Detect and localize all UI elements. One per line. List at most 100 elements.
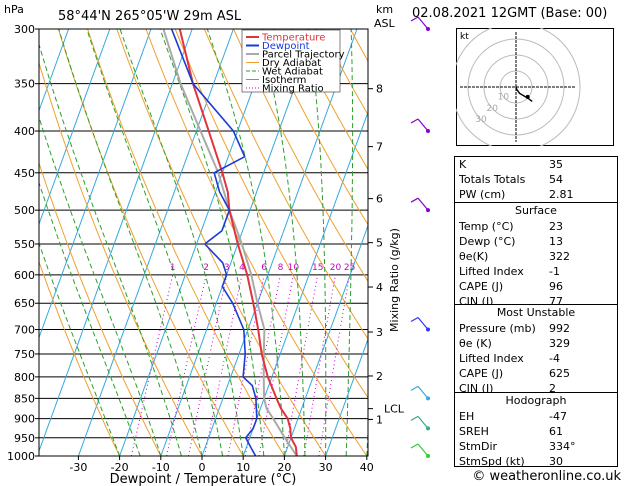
- mixing-ratio-label: 6: [261, 263, 267, 273]
- pressure-tick-label: 500: [14, 204, 35, 217]
- km-tick-label: 4: [376, 281, 383, 294]
- km-tick-label: 5: [376, 237, 383, 250]
- pressure-tick-label: 350: [14, 78, 35, 91]
- pressure-tick-label: 850: [14, 392, 35, 405]
- surface-row: Lifted Index -1: [459, 265, 560, 278]
- hpa-unit: hPa: [4, 3, 24, 16]
- dry-adiabat-line: [145, 29, 368, 456]
- mixing-ratio-line: [284, 274, 319, 456]
- dewpoint-profile: [170, 29, 258, 456]
- mixing-ratio-label: 8: [278, 263, 284, 273]
- legend-frame: [241, 29, 341, 93]
- wind-barb-staff: [417, 443, 429, 457]
- hodograph-params-panel: Hodograph EH -47 SREH 61 StmDir 334° StmSpd…: [454, 392, 618, 468]
- wet-adiabat-line: [39, 181, 141, 456]
- wind-barb-flag: [410, 16, 419, 22]
- wind-barb-staff: [417, 385, 429, 399]
- hodograph-ring-label: 10: [498, 93, 510, 103]
- pressure-tick-label: 950: [14, 432, 35, 445]
- most-unstable-row: CIN (J) 2: [459, 382, 556, 395]
- legend-label: Isotherm: [262, 75, 306, 86]
- surface-row: Dewp (°C) 13: [459, 235, 563, 248]
- wind-barb-dot: [426, 327, 430, 332]
- wind-barb-flag: [410, 385, 419, 391]
- km-tick-label: 3: [376, 326, 383, 339]
- isotherm-line: [39, 29, 152, 340]
- wet-adiabat-line: [206, 29, 285, 456]
- isotherm-line: [201, 29, 358, 456]
- x-tick-label: -30: [69, 461, 87, 474]
- mixing-ratio-axis-label: Mixing Ratio (g/kg): [388, 228, 401, 332]
- hodograph-unit: kt: [460, 32, 469, 42]
- isotherm-line: [39, 29, 111, 226]
- km-unit: km: [376, 3, 393, 16]
- hodograph-param-row: SREH 61: [459, 425, 563, 438]
- km-tick-label: 6: [376, 193, 383, 206]
- pressure-tick-label: 450: [14, 167, 35, 180]
- wind-barb-dot: [426, 396, 430, 401]
- mixing-ratio-label: 3: [224, 263, 230, 273]
- surface-panel: Surface Temp (°C) 23 Dewp (°C) 13 θe(K) 322…: [454, 202, 618, 308]
- wind-barb-dot: [426, 454, 430, 458]
- date-title: 02.08.2021 12GMT (Base: 00): [412, 6, 608, 21]
- location-title: 58°44'N 265°05'W 29m ASL: [58, 9, 242, 24]
- x-tick-label: 10: [236, 461, 250, 474]
- pressure-tick-label: 600: [14, 269, 35, 282]
- storm-motion-marker: [525, 94, 530, 99]
- pressure-tick-label: 550: [14, 238, 35, 251]
- wind-barb-staff: [417, 317, 429, 330]
- dry-adiabat-line: [291, 29, 368, 171]
- lcl-label: LCL: [384, 403, 405, 416]
- mixing-ratio-line: [318, 274, 351, 456]
- index-row: Totals Totals 54: [459, 173, 563, 186]
- dry-adiabat-line: [39, 161, 162, 456]
- legend-label: Dewpoint: [262, 41, 310, 52]
- hodograph-params-title: Hodograph: [505, 394, 567, 407]
- hodograph-param-row: EH -47: [459, 410, 567, 423]
- mixing-ratio-label: 25: [344, 263, 355, 273]
- mixing-ratio-label: 10: [288, 263, 300, 273]
- x-tick-label: 0: [199, 461, 206, 474]
- mixing-ratio-label: 1: [170, 263, 176, 273]
- wind-barb-staff: [417, 16, 429, 30]
- wind-barb-flag: [410, 443, 419, 449]
- pressure-tick-label: 700: [14, 324, 35, 337]
- x-tick-label: -10: [152, 461, 170, 474]
- pressure-tick-label: 900: [14, 413, 35, 426]
- legend-label: Wet Adiabat: [262, 67, 323, 78]
- x-tick-label: 30: [319, 461, 333, 474]
- dry-adiabat-line: [438, 29, 450, 456]
- wind-barb-dot: [426, 208, 430, 213]
- isotherm-line: [39, 29, 70, 113]
- legend-label: Mixing Ratio: [262, 84, 324, 95]
- x-tick-label: 20: [277, 461, 291, 474]
- wind-barb-dot: [426, 129, 430, 134]
- index-row: PW (cm) 2.81: [459, 188, 574, 201]
- pressure-tick-label: 650: [14, 297, 35, 310]
- mixing-ratio-line: [204, 274, 243, 456]
- wind-barb-staff: [417, 197, 429, 211]
- pressure-tick-label: 800: [14, 371, 35, 384]
- most-unstable-title: Most Unstable: [496, 306, 576, 319]
- wet-adiabat-line: [39, 115, 162, 456]
- isotherm-line: [242, 110, 368, 456]
- hodograph-ring: [456, 28, 581, 146]
- skewt-diagram: 3003504004505005506006507007508008509009…: [4, 3, 450, 486]
- x-axis-label: Dewpoint / Temperature (°C): [110, 472, 297, 486]
- temperature-profile: [178, 29, 298, 456]
- hodograph-param-row: StmDir 334°: [459, 440, 576, 453]
- mixing-ratio-line: [166, 274, 207, 456]
- asl-unit: ASL: [374, 17, 396, 30]
- wind-barb-staff: [417, 118, 429, 132]
- wet-adiabat-line: [39, 42, 182, 456]
- wind-barb-dot: [426, 27, 430, 31]
- pressure-tick-label: 750: [14, 348, 35, 361]
- wind-barb-flag: [410, 316, 419, 323]
- dry-adiabat-line: [39, 260, 121, 456]
- hodograph-ring-label: 30: [475, 115, 487, 125]
- wind-barb-flag: [410, 118, 419, 124]
- km-tick-label: 1: [376, 413, 383, 426]
- mixing-ratio-line: [258, 274, 294, 456]
